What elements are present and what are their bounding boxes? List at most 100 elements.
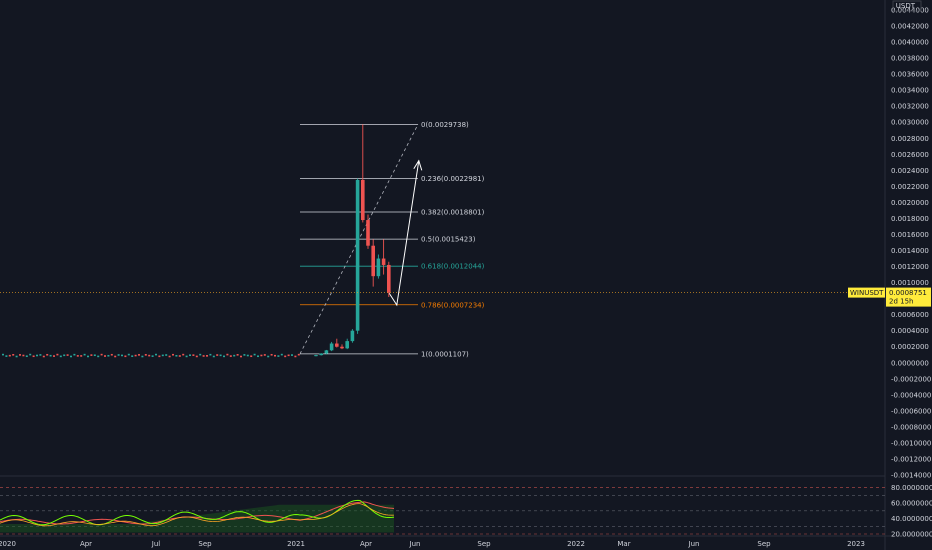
history-candle bbox=[63, 354, 66, 357]
history-candle bbox=[138, 354, 140, 356]
price-tick-label: 0.0024000 bbox=[891, 167, 929, 175]
price-tick-label: -0.0014000 bbox=[891, 472, 931, 480]
history-candle bbox=[12, 353, 15, 356]
history-candle bbox=[233, 354, 236, 357]
symbol-tag-label: WINUSDT bbox=[850, 289, 884, 297]
candle-body bbox=[324, 350, 329, 354]
history-candle bbox=[144, 354, 147, 356]
price-tick-label: 0.0040000 bbox=[891, 39, 929, 47]
history-candle bbox=[243, 354, 246, 356]
price-tick-label: 0.0016000 bbox=[891, 231, 929, 239]
price-tag-value: 0.0008751 bbox=[889, 289, 927, 297]
price-tick-label: 0.0018000 bbox=[891, 215, 929, 223]
history-candle bbox=[148, 354, 151, 357]
history-candle bbox=[59, 355, 62, 358]
fib-label: 0.5(0.0015423) bbox=[421, 236, 476, 244]
osc-tick-label: 20.0000000 bbox=[891, 531, 932, 539]
candle-body bbox=[381, 258, 386, 265]
fib-retracement[interactable]: 0(0.0029738) 0.236(0.0022981) 0.382(0.0018… bbox=[299, 121, 485, 359]
history-candle bbox=[110, 353, 113, 356]
time-tick-label: 2022 bbox=[567, 540, 585, 548]
history-candle bbox=[36, 354, 38, 357]
history-candle bbox=[175, 354, 178, 357]
price-tick-label: 0.0030000 bbox=[891, 119, 929, 127]
history-candle bbox=[90, 354, 93, 356]
history-candle bbox=[107, 354, 110, 357]
history-candle bbox=[104, 355, 106, 357]
candles bbox=[314, 124, 391, 357]
history-candle bbox=[76, 355, 79, 357]
history-candle bbox=[22, 354, 25, 357]
history-candle bbox=[70, 355, 72, 358]
history-candle bbox=[257, 355, 259, 358]
history-candle bbox=[277, 355, 280, 357]
candle-body bbox=[361, 179, 365, 221]
price-tick-label: 0.0028000 bbox=[891, 135, 929, 143]
time-axis[interactable]: 2020 Apr Jul Sep 2021 Apr Jun Sep 2022 Mar Jun Sep 2… bbox=[0, 540, 865, 548]
history-candle bbox=[202, 355, 205, 357]
history-candle bbox=[134, 354, 137, 357]
history-candle bbox=[246, 354, 249, 357]
candle-body bbox=[335, 343, 339, 347]
history-candle bbox=[284, 355, 287, 358]
trend-drawings[interactable] bbox=[388, 159, 423, 307]
price-tick-label: 0.0000000 bbox=[891, 359, 929, 367]
history-candle bbox=[29, 353, 32, 356]
price-tick-label: 0.0002000 bbox=[891, 343, 929, 351]
history-candle bbox=[216, 354, 219, 356]
history-candle bbox=[19, 354, 21, 356]
osc-signal-line bbox=[0, 501, 395, 525]
history-candle bbox=[131, 355, 134, 357]
time-tick-label: Sep bbox=[757, 540, 771, 548]
price-tick-label: -0.0006000 bbox=[891, 407, 931, 415]
history-candle bbox=[158, 355, 161, 358]
price-tick-label: -0.0010000 bbox=[891, 439, 931, 447]
time-tick-label: 2023 bbox=[847, 540, 865, 548]
time-tick-label: Apr bbox=[360, 540, 372, 548]
candle-body bbox=[314, 355, 318, 357]
price-tick-label: -0.0002000 bbox=[891, 375, 931, 383]
currency-label: USDT bbox=[896, 2, 916, 10]
history-candle bbox=[5, 355, 8, 357]
history-candle bbox=[2, 353, 4, 356]
time-tick-label: Mar bbox=[617, 540, 630, 548]
osc-tick-label: 60.0000000 bbox=[891, 500, 932, 508]
history-candle bbox=[168, 355, 171, 358]
history-candle bbox=[199, 353, 202, 356]
time-tick-label: Jun bbox=[409, 540, 421, 548]
history-candle bbox=[32, 355, 35, 358]
history-candle bbox=[189, 354, 191, 357]
candle-body bbox=[340, 346, 344, 349]
history-candle bbox=[260, 354, 263, 357]
price-tick-label: 0.0036000 bbox=[891, 71, 929, 79]
candle-body bbox=[345, 341, 349, 349]
currency-box[interactable] bbox=[892, 0, 922, 12]
history-candle bbox=[287, 354, 290, 357]
fib-label: 0(0.0029738) bbox=[421, 121, 469, 129]
candle-body bbox=[371, 245, 375, 277]
history-candle bbox=[226, 353, 229, 356]
history-candle bbox=[121, 354, 123, 357]
history-candle bbox=[253, 353, 256, 356]
osc-average-line bbox=[0, 503, 395, 527]
history-candle bbox=[8, 354, 11, 357]
history-candle bbox=[73, 353, 76, 356]
price-tick-label: 0.0020000 bbox=[891, 199, 929, 207]
price-tick-label: 0.0006000 bbox=[891, 311, 929, 319]
candle-body bbox=[350, 330, 355, 342]
history-candle bbox=[56, 353, 59, 356]
price-tick-label: 0.0014000 bbox=[891, 247, 929, 255]
history-candle bbox=[49, 354, 52, 357]
history-candle bbox=[53, 355, 55, 357]
price-tick-label: 0.0034000 bbox=[891, 87, 929, 95]
price-tick-label: -0.0008000 bbox=[891, 423, 931, 431]
history-candle bbox=[212, 355, 215, 358]
osc-tick-label: 80.0000000 bbox=[891, 484, 932, 492]
price-tick-label: -0.0012000 bbox=[891, 455, 931, 463]
price-tick-label: 0.0044000 bbox=[891, 7, 929, 15]
history-candle bbox=[185, 355, 188, 358]
price-tag bbox=[886, 287, 931, 307]
